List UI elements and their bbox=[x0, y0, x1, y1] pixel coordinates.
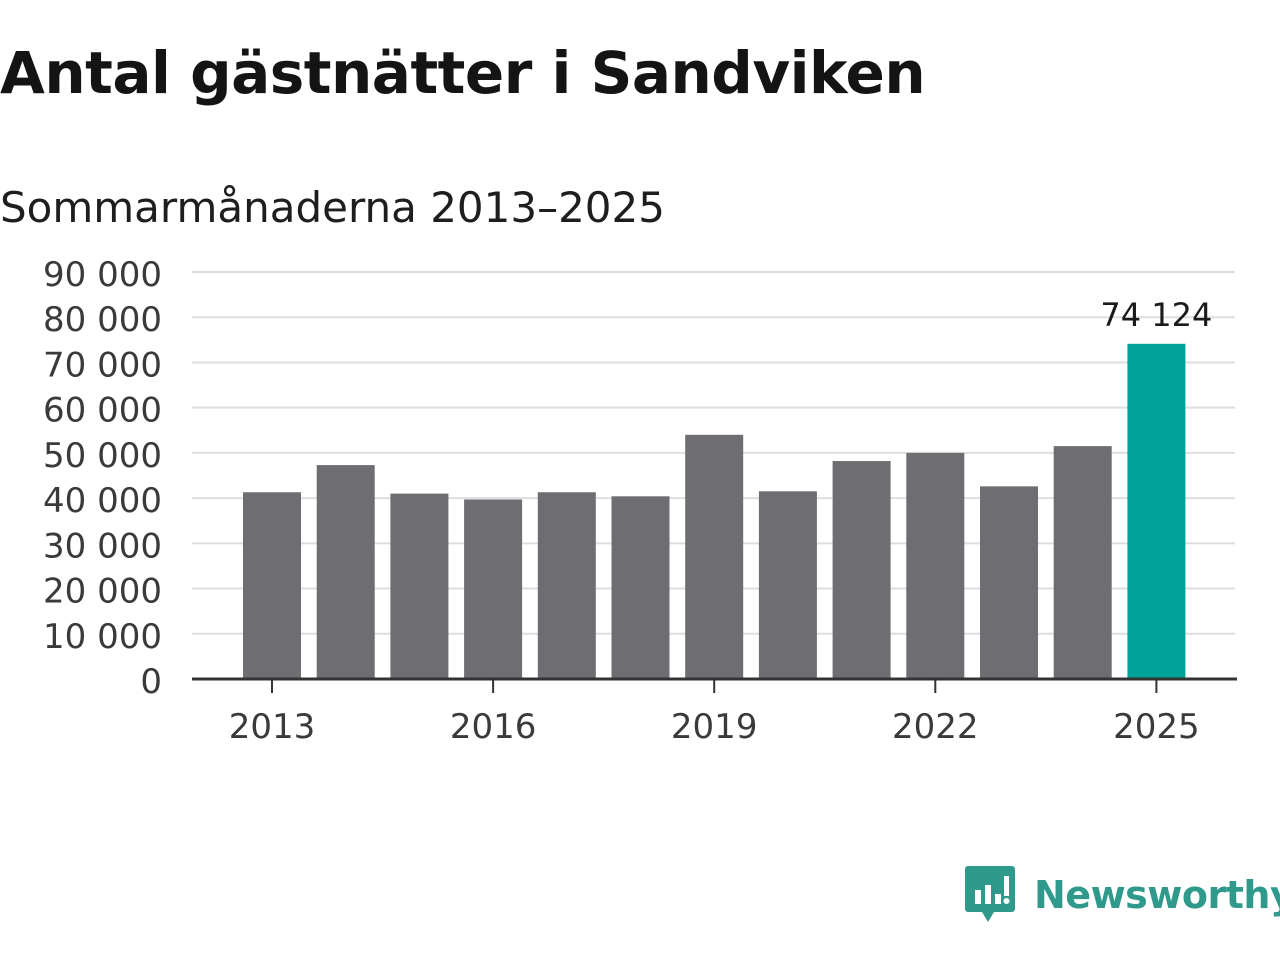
bar-2024 bbox=[1053, 446, 1112, 679]
y-axis-tick-labels: 0 10 000 20 000 30 000 40 000 50 000 60 000 70 … bbox=[43, 255, 162, 702]
bar-2023 bbox=[980, 486, 1038, 679]
bar-2014 bbox=[316, 465, 375, 679]
y-tick-label: 50 000 bbox=[43, 436, 162, 476]
y-tick-label: 90 000 bbox=[43, 255, 162, 295]
chart-subtitle: Sommarmånaderna 2013–2025 bbox=[0, 183, 665, 232]
data-labels: 74 124 bbox=[1100, 296, 1212, 334]
y-tick-label: 0 bbox=[140, 662, 162, 702]
bar-2013 bbox=[243, 492, 301, 679]
x-tick-label: 2019 bbox=[671, 707, 758, 747]
y-tick-label: 20 000 bbox=[43, 572, 162, 612]
bar-2022 bbox=[906, 452, 965, 679]
bar-2017 bbox=[537, 492, 596, 679]
bar-2018 bbox=[611, 496, 670, 679]
x-tick-label: 2016 bbox=[450, 707, 537, 747]
bar-2020 bbox=[758, 491, 817, 679]
newsworthy-logo: Newsworthy bbox=[964, 864, 1280, 926]
y-tick-label: 10 000 bbox=[43, 617, 162, 657]
chart-bubble-icon bbox=[965, 866, 1015, 922]
y-tick-label: 40 000 bbox=[43, 481, 162, 521]
y-tick-label: 60 000 bbox=[43, 391, 162, 431]
bar-2025 bbox=[1127, 343, 1186, 679]
logo-text: Newsworthy bbox=[1034, 873, 1280, 917]
bars bbox=[243, 343, 1186, 679]
bar-2015 bbox=[390, 493, 449, 679]
bar-chart: 0 10 000 20 000 30 000 40 000 50 000 60 000 70 … bbox=[43, 255, 1237, 747]
x-axis-tick-labels: 2013 2016 2019 2022 2025 bbox=[229, 707, 1200, 747]
bar-2019 bbox=[685, 434, 744, 679]
bar-2021 bbox=[832, 461, 891, 679]
x-axis bbox=[192, 677, 1237, 693]
chart-title: Antal gästnätter i Sandviken bbox=[0, 39, 926, 107]
y-tick-label: 80 000 bbox=[43, 300, 162, 340]
y-tick-label: 70 000 bbox=[43, 345, 162, 385]
bar-2016 bbox=[464, 499, 523, 679]
x-tick-label: 2013 bbox=[229, 707, 316, 747]
x-tick-label: 2022 bbox=[892, 707, 979, 747]
y-tick-label: 30 000 bbox=[43, 526, 162, 566]
x-tick-label: 2025 bbox=[1113, 707, 1200, 747]
data-label: 74 124 bbox=[1100, 296, 1212, 334]
